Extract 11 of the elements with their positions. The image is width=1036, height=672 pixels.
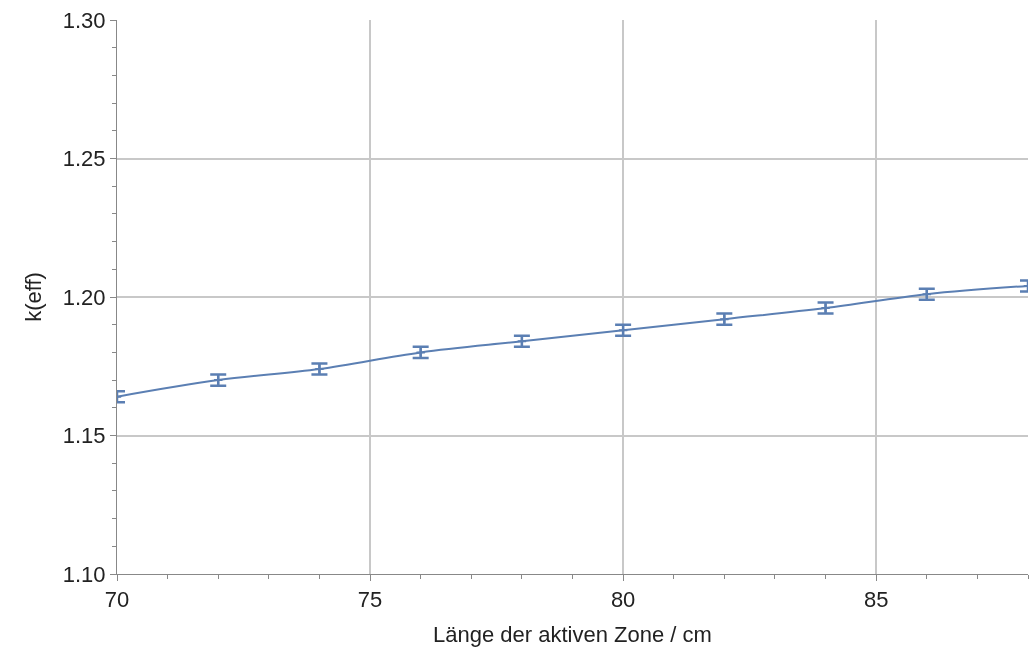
x-tick-label: 70 — [104, 587, 130, 613]
y-tick-label: 1.15 — [62, 423, 106, 449]
y-axis-title: k(eff) — [20, 272, 46, 322]
y-tick-label: 1.25 — [62, 146, 106, 172]
y-tick-label: 1.20 — [62, 284, 106, 310]
y-tick-label: 1.30 — [62, 7, 106, 33]
y-tick-label: 1.10 — [62, 561, 106, 587]
x-axis-title: Länge der aktiven Zone / cm — [433, 622, 712, 648]
x-tick-label: 75 — [357, 587, 383, 613]
x-tick-label: 80 — [610, 587, 636, 613]
x-tick-label: 85 — [863, 587, 889, 613]
